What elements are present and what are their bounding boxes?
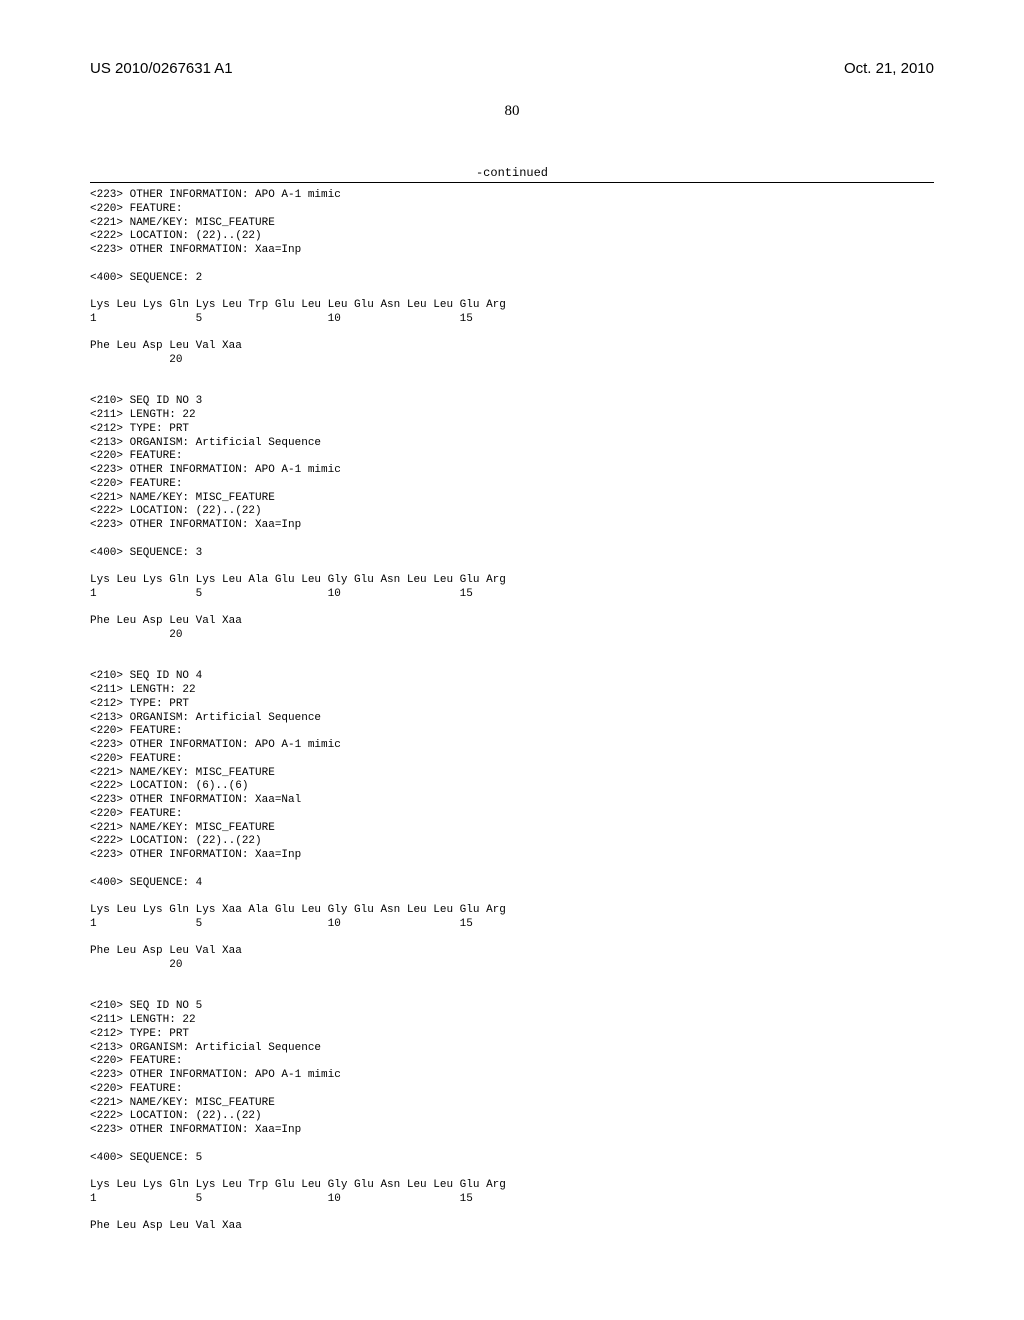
- continued-label: -continued: [90, 166, 934, 180]
- section-rule-top: [90, 182, 934, 183]
- publication-number: US 2010/0267631 A1: [90, 60, 233, 77]
- publication-date: Oct. 21, 2010: [844, 60, 934, 77]
- page-number: 80: [90, 103, 934, 120]
- page-header: US 2010/0267631 A1 Oct. 21, 2010: [90, 60, 934, 77]
- sequence-listing: <223> OTHER INFORMATION: APO A-1 mimic <…: [90, 189, 934, 1234]
- page-container: US 2010/0267631 A1 Oct. 21, 2010 80 -con…: [0, 0, 1024, 1274]
